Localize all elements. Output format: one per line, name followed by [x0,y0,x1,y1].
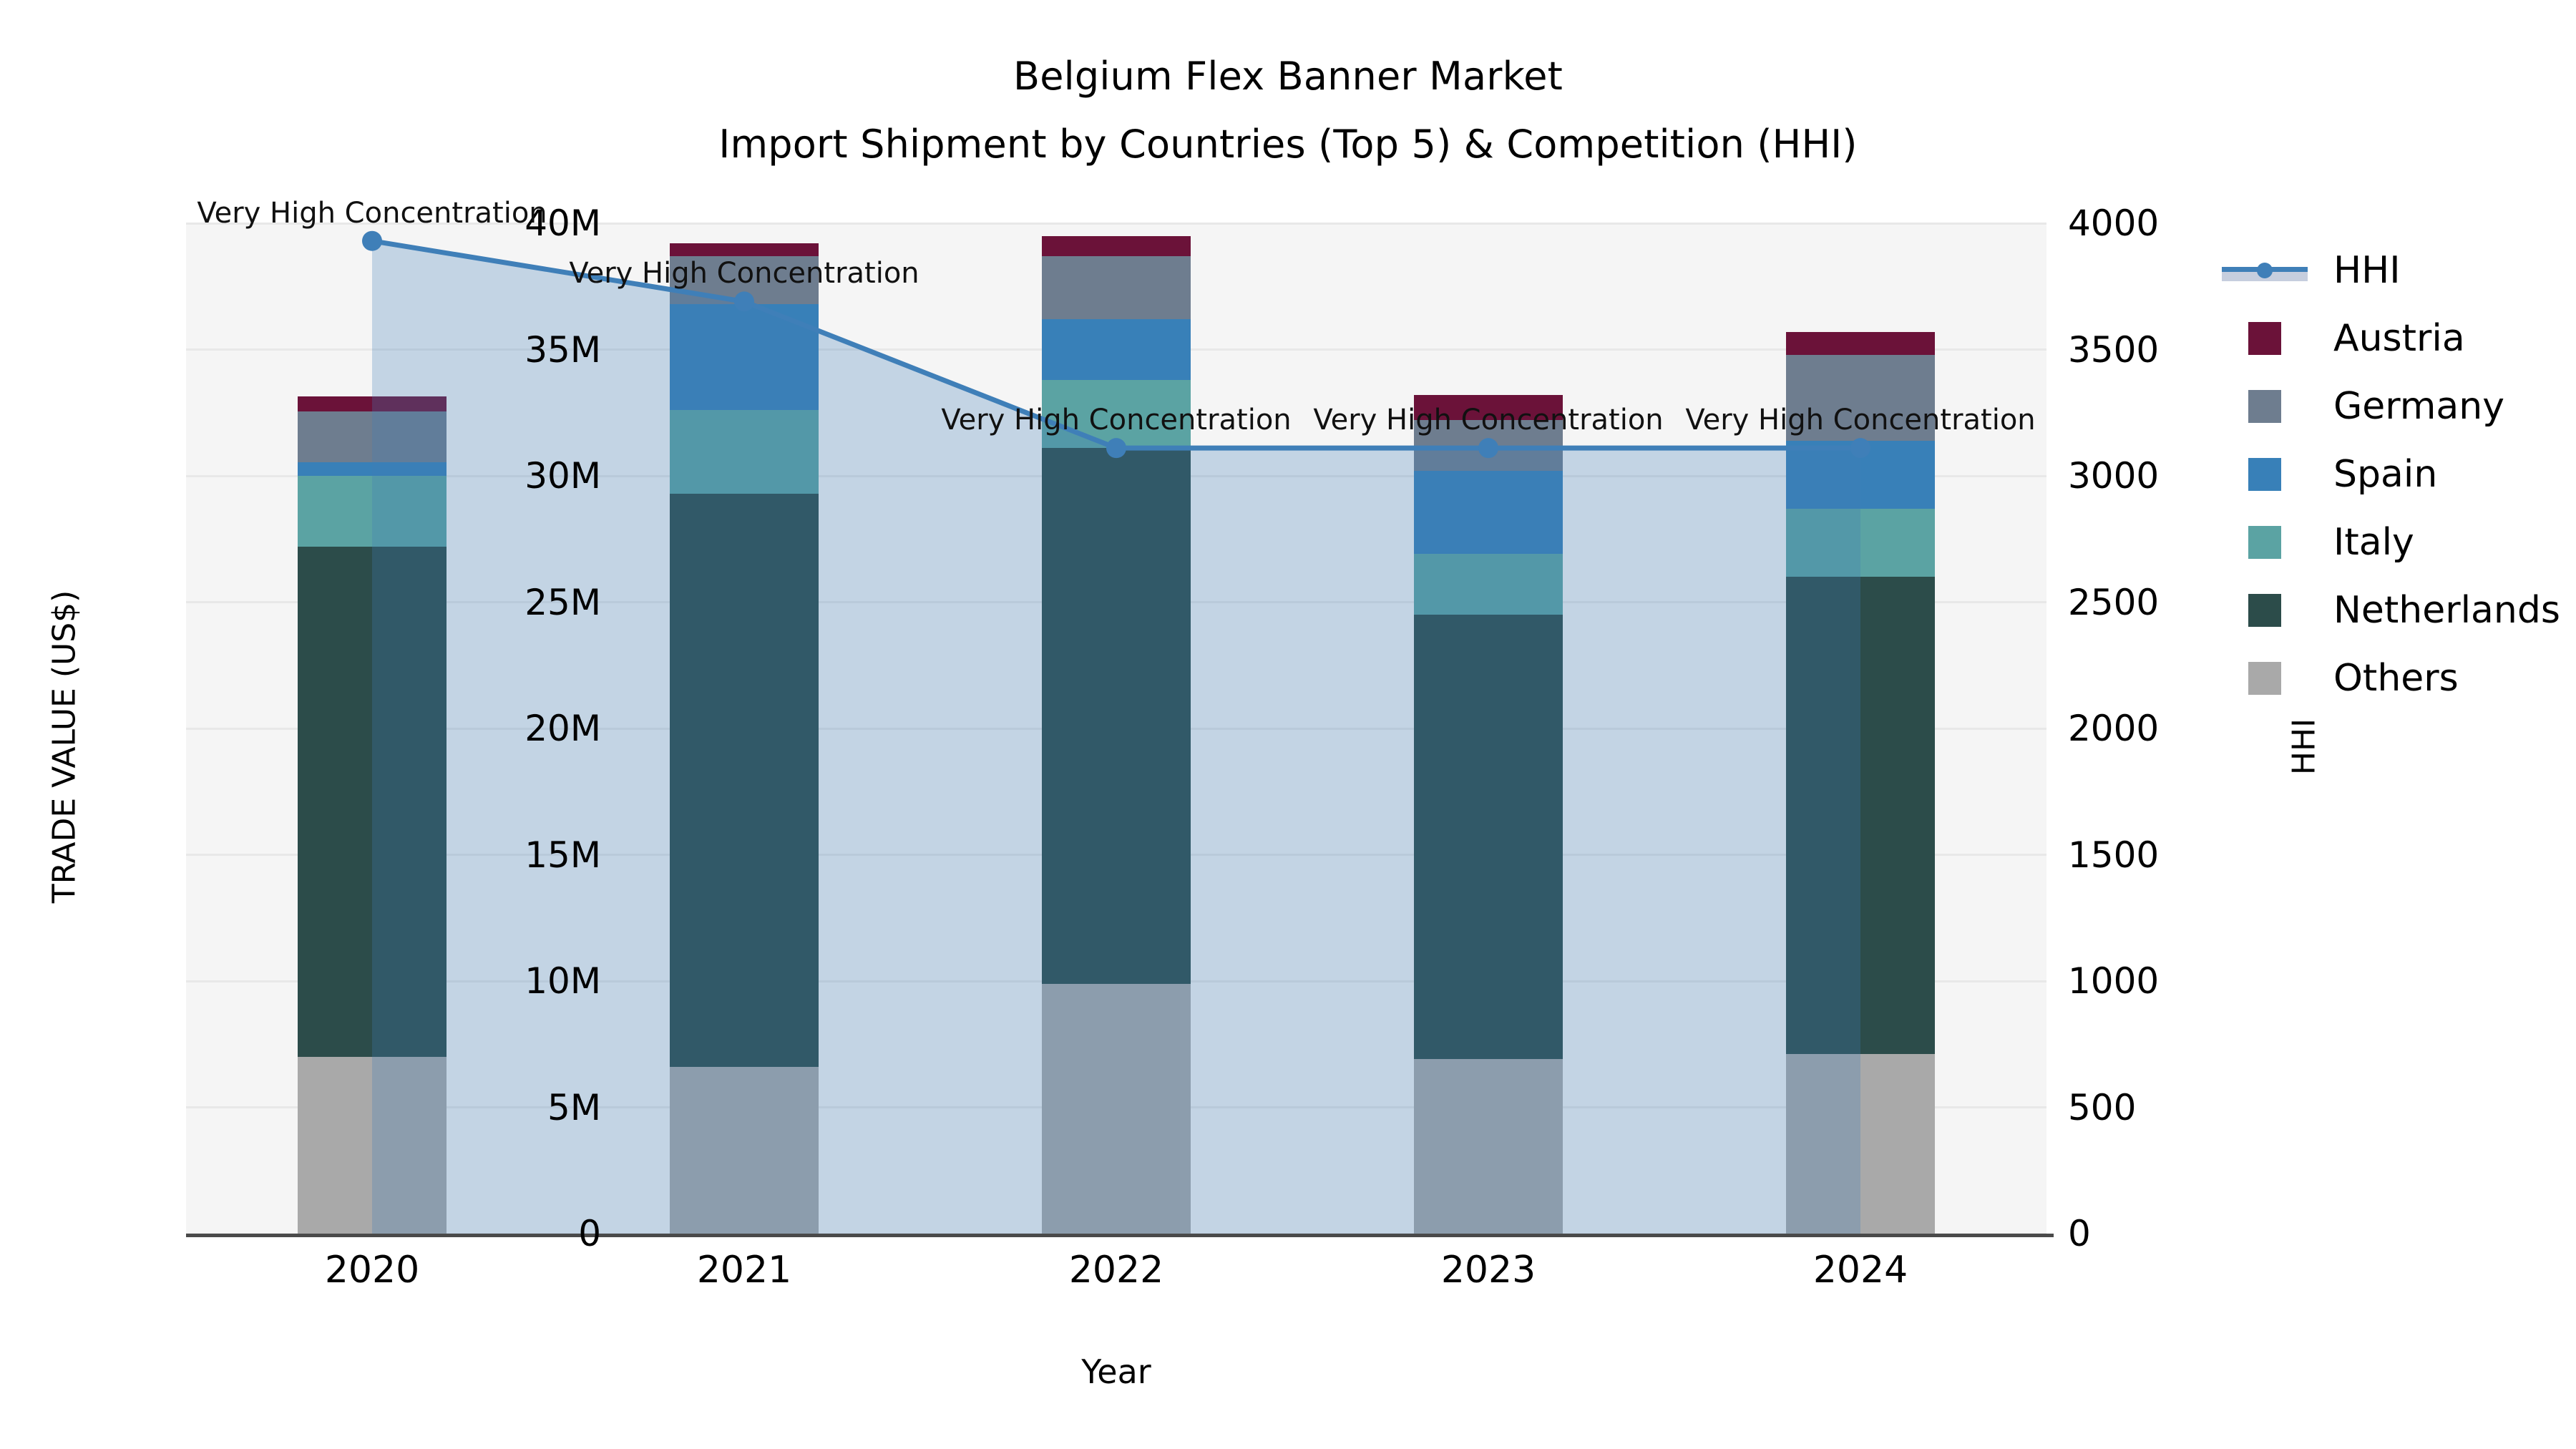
annotation-very-high-concentration: Very High Concentration [197,196,547,230]
hhi-data-point[interactable] [1106,438,1126,459]
swatch-icon [2248,593,2281,627]
legend-label: Netherlands [2333,588,2560,632]
y-axis-right-tick: 4000 [2068,203,2160,244]
y-axis-right-tick: 2000 [2068,708,2160,749]
bar-segment-germany[interactable] [298,411,447,462]
plot-area [186,222,2046,1235]
annotation-very-high-concentration: Very High Concentration [569,257,919,291]
hhi-data-point[interactable] [734,291,754,312]
bar-segment-italy[interactable] [298,476,447,547]
bar-segment-italy[interactable] [1786,508,1935,577]
bar-segment-others[interactable] [1414,1059,1563,1234]
y-axis-left-tick: 15M [525,834,601,876]
legend-label: Others [2333,656,2459,700]
legend-label: HHI [2333,248,2401,292]
bar-segment-others[interactable] [298,1056,447,1234]
bar-segment-italy[interactable] [1414,554,1563,615]
bar-segment-others[interactable] [670,1067,819,1234]
y-axis-left-title: TRADE VALUE (US$) [46,590,83,904]
bar-group[interactable] [670,223,819,1234]
bar-segment-austria[interactable] [298,396,447,411]
bar-segment-others[interactable] [1042,983,1191,1234]
bar-group[interactable] [298,223,447,1234]
y-axis-right-tick: 1500 [2068,834,2160,876]
bar-segment-netherlands[interactable] [1786,577,1935,1055]
bar-segment-austria[interactable] [1786,331,1935,355]
hhi-data-point[interactable] [362,230,382,251]
gridline [186,222,2046,225]
y-axis-left-tick: 35M [525,328,601,371]
y-axis-left-tick: 30M [525,455,601,497]
x-axis-line [186,1234,2054,1237]
x-axis-tick-2023: 2023 [1440,1249,1536,1292]
y-axis-left-tick: 0 [578,1213,601,1254]
legend-item-austria[interactable]: Austria [2222,304,2558,372]
bar-segment-germany[interactable] [1786,354,1935,441]
legend-label: Italy [2333,520,2414,564]
bar-segment-spain[interactable] [298,462,447,476]
legend-item-germany[interactable]: Germany [2222,372,2558,440]
bar-segment-austria[interactable] [670,243,819,256]
y-axis-right-tick: 2500 [2068,581,2160,623]
swatch-icon [2248,389,2281,423]
bar-segment-netherlands[interactable] [1042,448,1191,984]
legend-item-italy[interactable]: Italy [2222,508,2558,576]
swatch-icon [2248,457,2281,491]
y-axis-left-tick: 10M [525,960,601,1002]
bar-segment-italy[interactable] [1042,379,1191,449]
y-axis-right-tick: 3000 [2068,455,2160,497]
legend-item-spain[interactable]: Spain [2222,440,2558,508]
hhi-data-point[interactable] [1850,438,1870,459]
legend-item-others[interactable]: Others [2222,644,2558,712]
legend-item-netherlands[interactable]: Netherlands [2222,576,2560,644]
hhi-data-point[interactable] [1478,438,1498,459]
bar-group[interactable] [1042,223,1191,1234]
x-axis-title: Year [1081,1352,1151,1391]
bar-segment-austria[interactable] [1042,235,1191,256]
x-axis-tick-2021: 2021 [696,1249,792,1292]
y-axis-right-tick: 3500 [2068,328,2160,371]
x-axis-tick-2024: 2024 [1813,1249,1908,1292]
y-axis-left-tick: 20M [525,708,601,749]
x-axis-tick-2020: 2020 [324,1249,420,1292]
y-axis-left-tick: 40M [525,203,601,244]
swatch-icon [2248,321,2281,355]
legend-label: Spain [2333,452,2438,496]
bar-segment-spain[interactable] [1414,470,1563,555]
chart-title-line-1: Belgium Flex Banner Market [1013,54,1563,99]
bar-segment-spain[interactable] [1042,319,1191,380]
swatch-icon [2248,661,2281,695]
bar-segment-netherlands[interactable] [670,493,819,1067]
hhi-line-series [362,230,1870,1234]
bar-segment-netherlands[interactable] [298,546,447,1057]
annotation-very-high-concentration: Very High Concentration [1685,404,2036,437]
legend-label: Germany [2333,384,2505,428]
annotation-very-high-concentration: Very High Concentration [1313,404,1664,437]
x-axis-tick-2022: 2022 [1068,1249,1164,1292]
bar-series-container [186,223,2046,1234]
y-axis-right-tick: 500 [2068,1086,2137,1128]
y-axis-left-tick: 5M [547,1086,601,1128]
bar-segment-italy[interactable] [670,410,819,494]
y-axis-right-tick: 1000 [2068,960,2160,1002]
annotation-very-high-concentration: Very High Concentration [941,404,1292,437]
chart-legend: HHI Austria Germany Spain Italy Netherlands Ot… [2222,236,2560,712]
legend-label: Austria [2333,316,2465,360]
chart-title-line-2: Import Shipment by Countries (Top 5) & C… [718,122,1858,167]
bar-segment-germany[interactable] [1042,255,1191,320]
line-marker-icon [2222,254,2308,287]
y-axis-left-tick: 25M [525,581,601,623]
bar-segment-netherlands[interactable] [1414,615,1563,1060]
y-axis-right-tick: 0 [2068,1213,2091,1254]
legend-item-hhi[interactable]: HHI [2222,236,2558,304]
bar-segment-austria[interactable] [1414,395,1563,421]
swatch-icon [2248,525,2281,559]
bar-group[interactable] [1414,223,1563,1234]
bar-segment-others[interactable] [1786,1054,1935,1234]
hhi-area-fill [372,240,1860,1234]
